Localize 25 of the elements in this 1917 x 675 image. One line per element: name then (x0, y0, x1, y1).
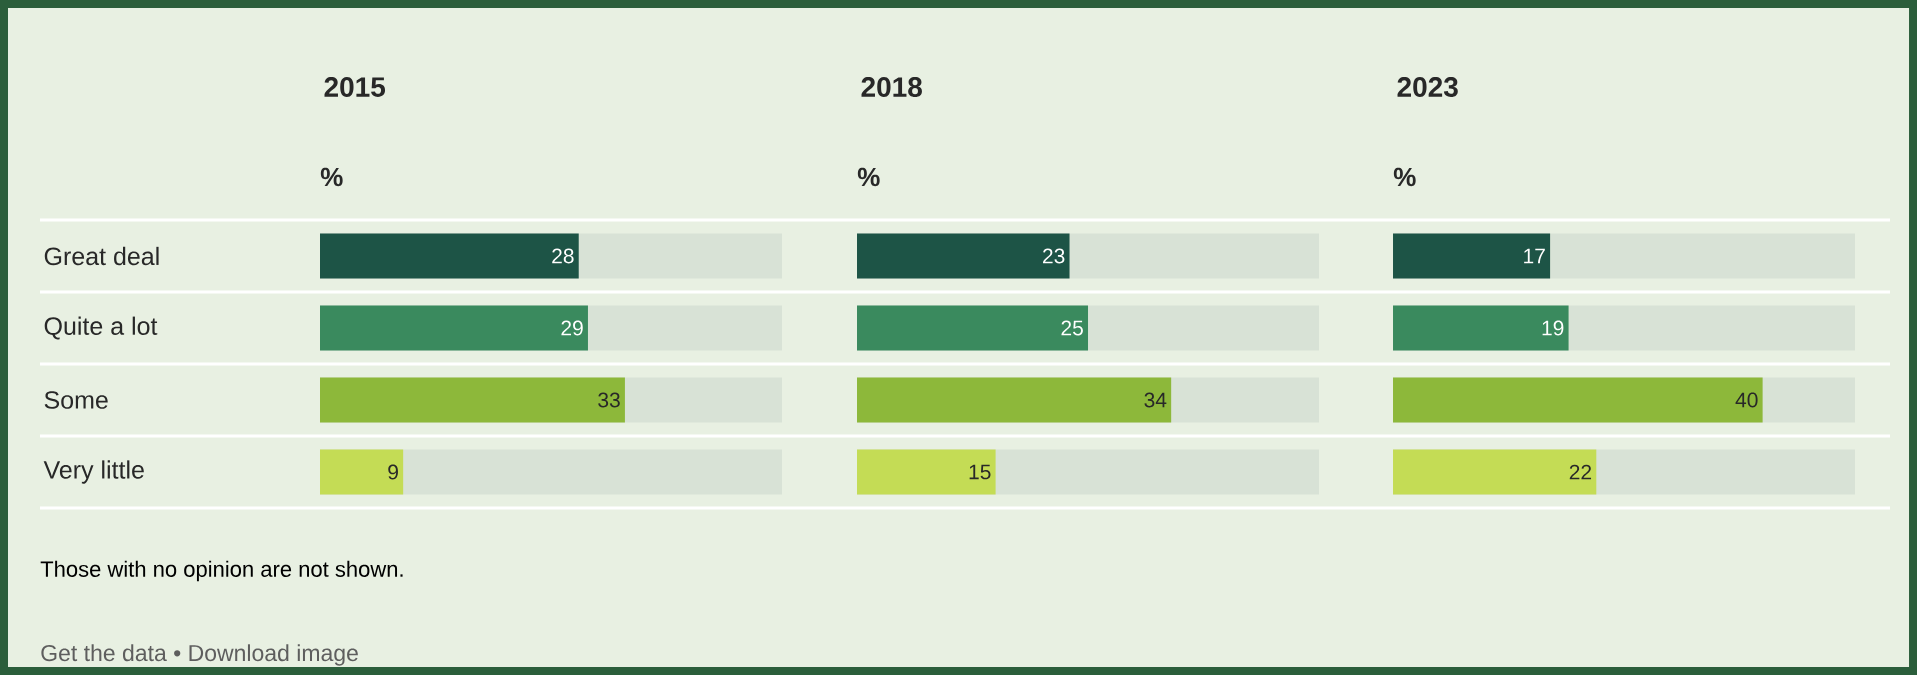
bar (320, 449, 404, 495)
text: Get the data • Download image (41, 644, 358, 666)
y-tick-label: Quite a lot (44, 316, 158, 340)
y-tick-label: Some (44, 391, 108, 409)
data-label: 23 (1043, 248, 1065, 264)
chart-title: 2023 (1397, 77, 1458, 97)
data-label: 33 (598, 392, 620, 408)
data-label: 34 (1144, 392, 1167, 408)
chart-subtitle: % (320, 167, 343, 187)
chart-title: 2015 (324, 77, 386, 97)
data-label: 22 (1569, 464, 1592, 480)
y-tick-label: Very little (43, 460, 144, 484)
data-label: 25 (1061, 320, 1083, 336)
text: Those with no opinion are not shown. (40, 560, 403, 582)
data-label: 15 (969, 464, 991, 480)
chart-subtitle: % (1393, 167, 1416, 187)
data-label: 19 (1542, 320, 1564, 336)
data-label: 28 (552, 248, 574, 264)
data-label: 17 (1524, 248, 1545, 264)
data-label: 9 (388, 464, 398, 480)
chart-subtitle: % (857, 167, 880, 187)
y-tick-label: Great deal (44, 246, 159, 266)
chart-title: 2018 (861, 77, 922, 97)
data-label: 40 (1735, 392, 1758, 408)
data-label: 29 (561, 320, 583, 336)
